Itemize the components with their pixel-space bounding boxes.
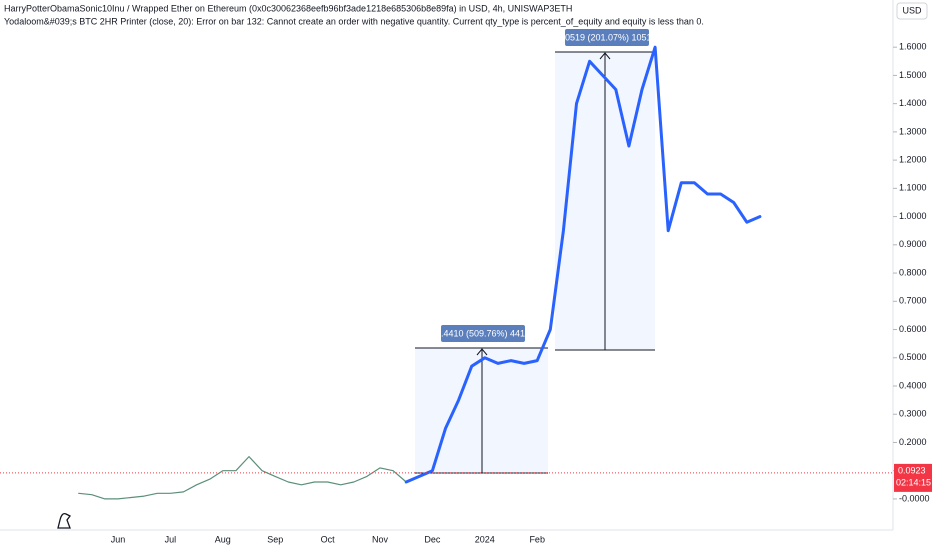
logo — [57, 512, 71, 529]
x-tick-label: Nov — [372, 534, 389, 544]
x-tick-label: 2024 — [475, 534, 495, 544]
last-price-box — [894, 463, 932, 492]
y-tick-label: 0.2000 — [899, 437, 927, 447]
currency[interactable]: USD — [902, 5, 922, 15]
y-tick-label: 1.0000 — [899, 211, 927, 221]
y-tick-label: 1.6000 — [899, 42, 927, 52]
y-tick-label: 0.5000 — [899, 352, 927, 362]
y-tick-label: 0.9000 — [899, 239, 927, 249]
measure-tools: 0.4410 (509.76%) 4410 1.0519 (201.07%) 1… — [415, 29, 657, 474]
last-price-label: 0.0923 — [898, 465, 926, 475]
measure-label: 1.0519 (201.07%) 10519 — [557, 32, 656, 42]
x-tick-label: Feb — [529, 534, 545, 544]
x-tick-label: Dec — [424, 534, 441, 544]
y-tick-label: 0.8000 — [899, 267, 927, 277]
y-tick-label: 1.4000 — [899, 98, 927, 108]
measure-label: 0.4410 (509.76%) 4410 — [436, 328, 530, 338]
chart-subtitle: Yodaloom&#039;s BTC 2HR Printer (close, … — [4, 16, 704, 26]
chart-title: HarryPotterObamaSonic10Inu / Wrapped Eth… — [4, 3, 572, 13]
series-line — [404, 45, 762, 484]
measure-label-box — [441, 325, 525, 342]
x-tick-label: Aug — [215, 534, 231, 544]
measure-arrowhead — [476, 348, 488, 356]
y-tick-label: 1.3000 — [899, 126, 927, 136]
x-tick-label: Jun — [111, 534, 126, 544]
x-tick-label: Oct — [321, 534, 336, 544]
y-tick-label: 1.1000 — [899, 183, 927, 193]
countdown: 02:14:15 — [896, 477, 931, 487]
y-tick-label: -0.0000 — [899, 493, 930, 503]
x-tick-label: Sep — [267, 534, 283, 544]
y-tick-label: 1.5000 — [899, 70, 927, 80]
measure-arrowhead — [599, 52, 611, 60]
y-tick-label: 1.2000 — [899, 154, 927, 164]
y-tick-label: 0.6000 — [899, 324, 927, 334]
y-tick-label: 0.7000 — [899, 296, 927, 306]
series-line — [78, 456, 407, 500]
y-tick-label: 0.4000 — [899, 380, 927, 390]
currency-button[interactable] — [896, 2, 928, 20]
y-tick-label: 0.3000 — [899, 409, 927, 419]
x-tick-label: Jul — [165, 534, 177, 544]
measure-label-box — [565, 29, 649, 46]
